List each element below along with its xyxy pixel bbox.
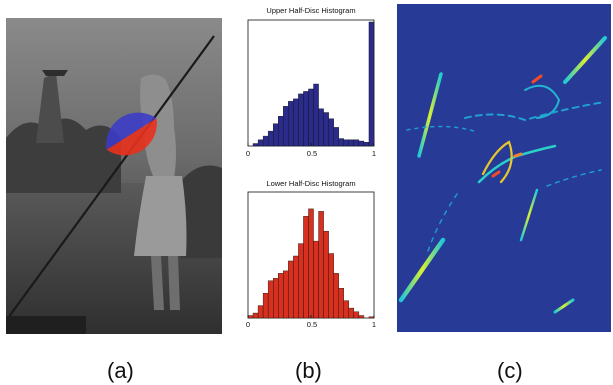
upper-hist-bar-11	[303, 91, 309, 147]
upper-hist-bar-21	[353, 139, 360, 147]
edge-torso	[481, 140, 513, 184]
figure-skirt	[134, 176, 187, 256]
upper-hist-bar-18	[338, 138, 344, 147]
upper-histogram-title: Upper Half-Disc Histogram	[266, 6, 355, 15]
edge-head	[524, 84, 561, 119]
lower-hist-bar-1	[252, 312, 259, 319]
edge-spear-bottom	[398, 237, 446, 303]
edge-shoulder	[464, 101, 606, 122]
lower-hist-bar-6	[278, 273, 284, 319]
edge-waterline	[406, 125, 478, 133]
lower-hist-bar-16	[328, 253, 334, 319]
lower-hist-bar-13	[313, 240, 319, 319]
caption-b: (b)	[295, 358, 322, 383]
edge-map-background	[397, 4, 611, 332]
upper-hist-bar-16	[328, 118, 334, 147]
edge-map-panel	[397, 4, 611, 332]
fishing-spear	[7, 35, 215, 319]
lower-hist-bar-20	[348, 307, 355, 319]
upper-hist-bar-7	[283, 106, 289, 147]
upper-tick-0-5: 0.5	[307, 149, 317, 158]
upper-hist-bar-5	[273, 123, 279, 147]
upper-tick-1: 1	[372, 149, 376, 158]
boat-edge	[6, 316, 86, 334]
histogram-panel: Upper Half-Disc Histogram 0 0.5 1 Lower …	[246, 6, 376, 329]
lower-hist-bar-19	[343, 300, 350, 319]
upper-hist-bar-15	[323, 112, 329, 147]
upper-hist-bar-8	[288, 101, 294, 147]
hut-tower	[36, 73, 64, 143]
lower-hist-bar-0	[247, 315, 254, 319]
upper-hist-bar-10	[298, 93, 304, 147]
photo-panel	[6, 18, 222, 334]
upper-hist-bar-3	[262, 135, 269, 147]
lower-hist-bar-12	[308, 208, 314, 319]
lower-hist-bar-2	[257, 305, 264, 319]
caption-c: (c)	[497, 358, 523, 383]
lower-histogram	[247, 191, 375, 319]
upper-hist-bar-12	[308, 88, 314, 147]
half-disc-lower	[106, 118, 157, 156]
upper-hist-bar-14	[318, 108, 324, 147]
right-foliage	[176, 165, 222, 258]
lower-hist-bar-10	[298, 243, 304, 319]
edge-strokes	[398, 36, 607, 314]
edge-skirt-left	[426, 193, 458, 255]
edge-hot-spot-2	[491, 170, 501, 178]
lower-tick-0: 0	[246, 320, 250, 329]
lower-hist-bar-18	[338, 288, 344, 319]
edge-left-pole	[417, 72, 443, 158]
upper-histogram	[247, 19, 375, 147]
upper-hist-bar-2	[257, 139, 264, 147]
upper-hist-bar-1	[252, 143, 259, 147]
caption-a: (a)	[107, 358, 134, 383]
lower-tick-0-5: 0.5	[307, 320, 317, 329]
lower-hist-bar-4	[267, 280, 274, 319]
edge-leg-low	[553, 298, 575, 314]
upper-hist-bar-23	[363, 142, 370, 147]
lower-hist-bar-5	[273, 278, 279, 319]
upper-hist-bar-19	[343, 139, 350, 147]
lower-hist-bar-22	[358, 315, 365, 319]
lower-hist-bar-11	[303, 216, 309, 319]
lower-hist-bar-8	[288, 260, 294, 319]
lower-hist-bar-21	[353, 311, 360, 319]
hut-roof	[42, 70, 68, 76]
upper-hist-bar-20	[348, 139, 355, 147]
upper-hist-bar-6	[278, 116, 284, 147]
edge-hot-spot-3	[513, 152, 523, 158]
upper-hist-bar-13	[313, 83, 319, 147]
lower-hist-bar-9	[293, 255, 299, 319]
half-disc-upper	[106, 112, 157, 150]
edge-hot-spot-1	[531, 74, 543, 84]
upper-hist-bar-24	[368, 21, 375, 147]
edge-spear-top	[563, 36, 607, 84]
upper-hist-bar-4	[267, 130, 274, 147]
lower-hist-bar-15	[323, 230, 329, 319]
upper-hist-bar-22	[358, 140, 365, 147]
lower-tick-1: 1	[372, 320, 376, 329]
lower-hist-bar-17	[333, 273, 339, 319]
figure-legs	[151, 256, 180, 310]
lower-histogram-title: Lower Half-Disc Histogram	[266, 179, 355, 188]
upper-hist-bar-9	[293, 98, 299, 147]
upper-tick-0: 0	[246, 149, 250, 158]
edge-skirt-right	[546, 169, 602, 187]
lower-hist-bar-24	[368, 316, 375, 319]
tree-line	[6, 118, 121, 193]
upper-hist-bar-17	[333, 127, 339, 147]
edge-body-right	[519, 188, 539, 242]
lower-hist-bar-7	[283, 270, 289, 319]
lower-hist-bar-3	[262, 293, 269, 319]
lower-hist-bar-14	[318, 211, 324, 319]
